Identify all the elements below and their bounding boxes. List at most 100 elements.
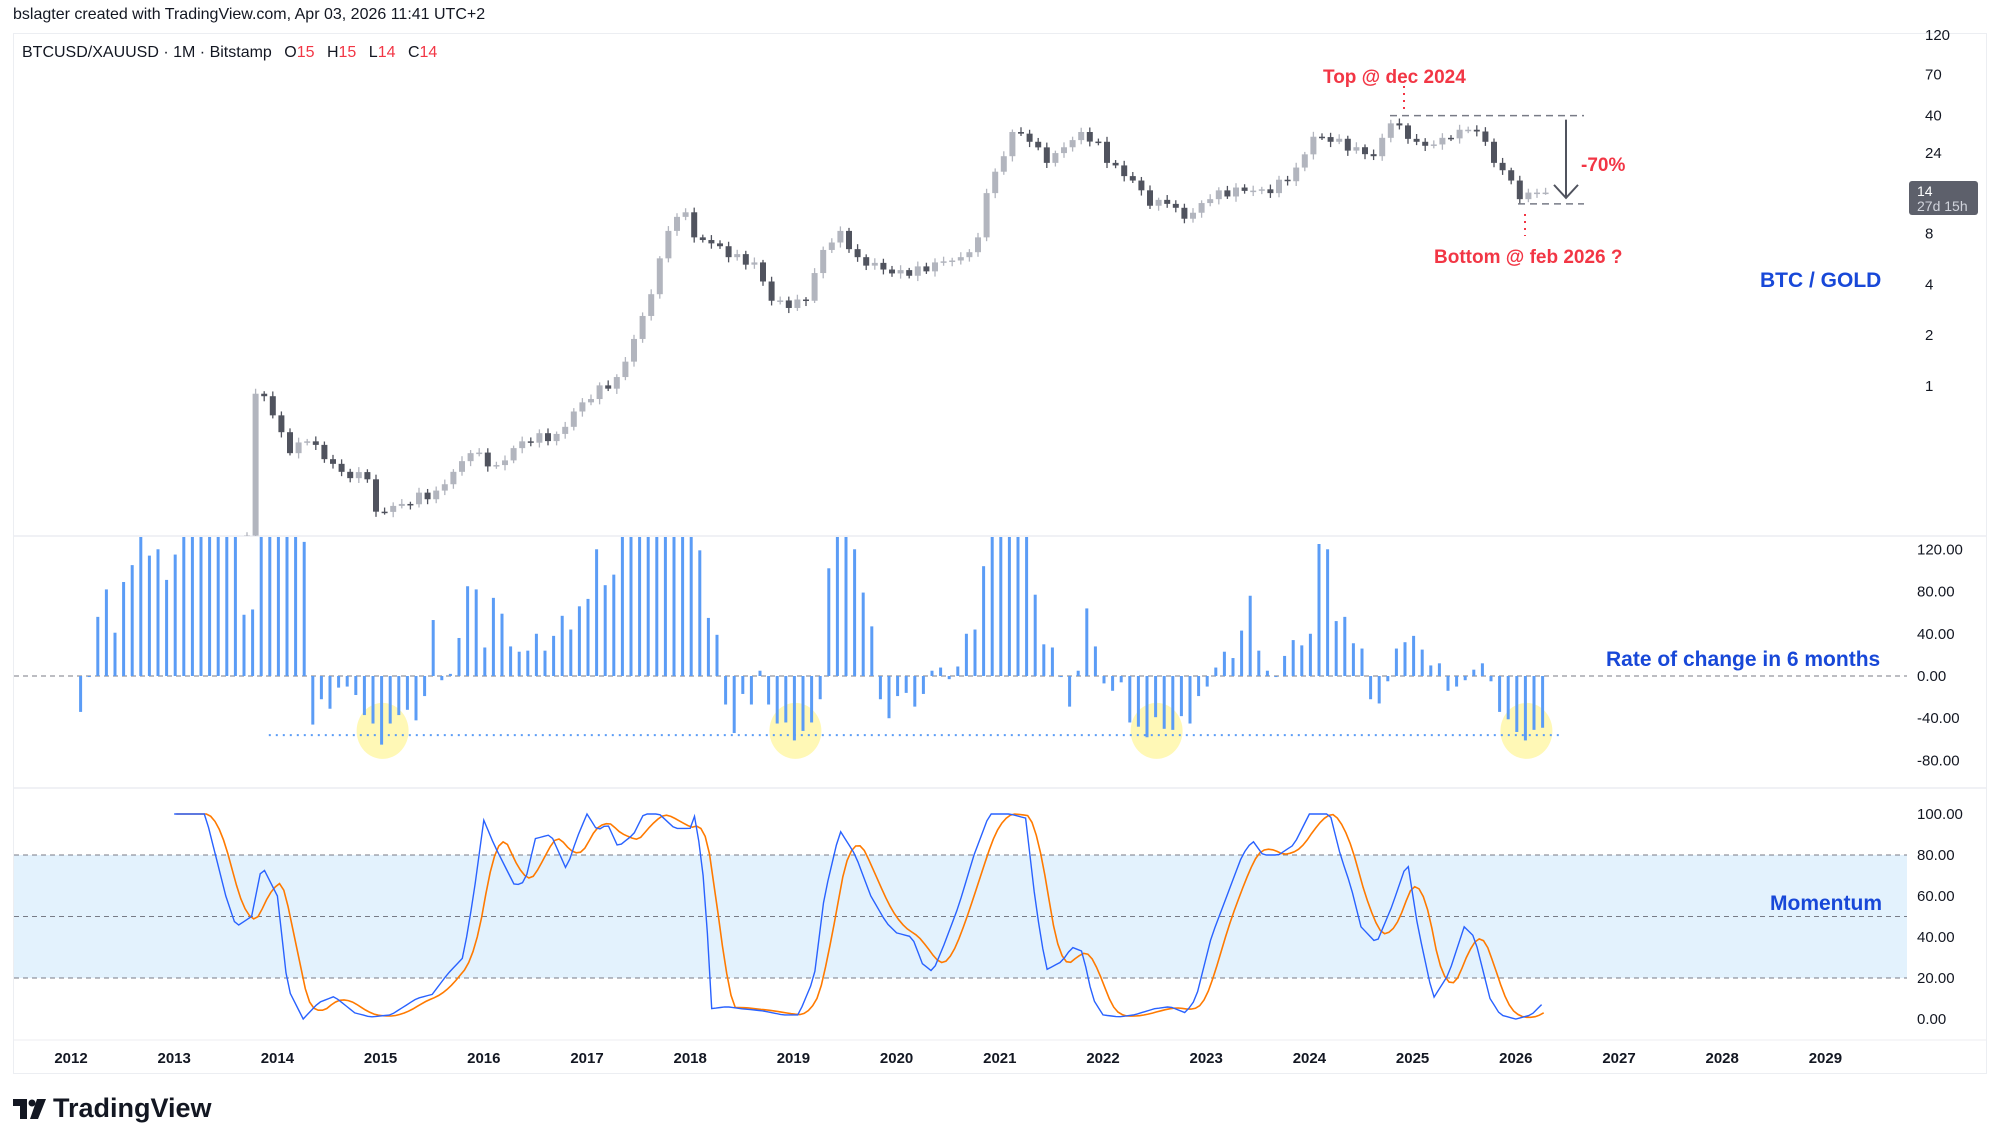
- candle: [493, 461, 500, 469]
- tradingview-logo[interactable]: TradingView: [13, 1093, 212, 1124]
- drop-annotation[interactable]: -70%: [1581, 155, 1625, 176]
- roc-bar: [706, 617, 710, 676]
- chart-title-label[interactable]: BTC / GOLD: [1760, 269, 1881, 292]
- candle-body: [708, 240, 715, 244]
- candle-body: [433, 490, 440, 500]
- last-price-badge: 14 27d 15h: [1909, 181, 1978, 215]
- candle: [751, 257, 758, 269]
- roc-bar: [440, 676, 444, 681]
- candle-body: [897, 270, 904, 274]
- roc-bar: [939, 667, 943, 676]
- roc-bar: [784, 676, 788, 723]
- roc-axis[interactable]: 120.00 80.00 40.00 0.00 -40.00 -80.00: [1917, 541, 1963, 769]
- candle-body: [1448, 137, 1454, 140]
- momentum-axis[interactable]: 100.00 80.00 60.00 40.00 20.00 0.00: [1917, 806, 1963, 1028]
- roc-bar: [835, 537, 839, 676]
- candle-body: [570, 411, 577, 427]
- candle: [1439, 133, 1446, 150]
- low-value: 14: [377, 44, 396, 61]
- candle: [244, 532, 250, 536]
- price-axis[interactable]: 120 70 40 24 8 4 2 1: [1925, 27, 1950, 395]
- candle: [975, 232, 981, 257]
- time-axis[interactable]: 2012 2013 2014 2015 2016 2017 2018 2019 2020 2021…: [54, 1050, 1842, 1067]
- roc-bar: [199, 537, 203, 676]
- highlight-circle: [1130, 702, 1183, 759]
- candle: [1026, 129, 1033, 148]
- candle: [1396, 118, 1403, 130]
- candle-body: [579, 402, 586, 412]
- candle: [1207, 194, 1214, 207]
- roc-bar: [595, 549, 599, 676]
- roc-bar: [1334, 621, 1338, 676]
- last-price: 14: [1917, 183, 1933, 199]
- candle-body: [304, 441, 311, 443]
- candle-body: [1276, 179, 1282, 194]
- candle: [717, 240, 723, 249]
- candle-body: [416, 492, 422, 505]
- roc-bar: [956, 666, 960, 676]
- candle-body: [295, 442, 302, 454]
- roc-label[interactable]: Rate of change in 6 months: [1606, 648, 1880, 671]
- candle: [1405, 123, 1411, 144]
- symbol-legend[interactable]: BTCUSD/XAUUSD · 1M · Bitstamp O15 H15 L1…: [22, 44, 437, 62]
- candle-body: [1319, 136, 1325, 139]
- candle-body: [1405, 125, 1411, 139]
- roc-tick-label: -80.00: [1917, 752, 1960, 769]
- candle-body: [1233, 187, 1239, 197]
- price-tick-label: 120: [1925, 27, 1950, 44]
- candle: [1482, 127, 1489, 146]
- candle-body: [484, 452, 491, 467]
- candle-body: [1061, 147, 1067, 154]
- candle: [1276, 175, 1282, 198]
- candle: [450, 469, 457, 489]
- roc-bar: [749, 676, 753, 705]
- candle-body: [1224, 190, 1231, 197]
- momentum-label[interactable]: Momentum: [1770, 892, 1882, 915]
- candle-body: [1112, 162, 1119, 166]
- roc-bar: [1119, 676, 1123, 683]
- roc-bar: [259, 537, 263, 676]
- top-annotation[interactable]: Top @ dec 2024: [1323, 67, 1466, 88]
- down-arrow-icon[interactable]: [1553, 119, 1579, 200]
- candle: [1112, 160, 1119, 169]
- roc-bar: [1472, 669, 1476, 676]
- candle: [682, 208, 689, 221]
- candle: [1190, 208, 1196, 223]
- roc-bar: [294, 537, 298, 676]
- roc-bar: [603, 585, 607, 676]
- candle: [278, 411, 285, 438]
- roc-bar: [724, 676, 728, 705]
- time-tick-label: 2026: [1499, 1050, 1532, 1067]
- roc-bar: [1128, 676, 1132, 723]
- symbol-name[interactable]: BTCUSD/XAUUSD · 1M · Bitstamp: [22, 44, 272, 61]
- roc-bar: [1489, 676, 1493, 682]
- candle-body: [1095, 141, 1102, 144]
- roc-bar: [1240, 630, 1244, 676]
- price-tick-label: 2: [1925, 327, 1933, 344]
- candle-body: [364, 472, 371, 480]
- candle-body: [854, 249, 861, 258]
- roc-bar: [930, 670, 934, 676]
- candle-body: [407, 503, 414, 506]
- roc-bar: [1351, 643, 1355, 676]
- candle-body: [321, 444, 328, 460]
- roc-bar: [904, 676, 908, 693]
- candle: [536, 429, 543, 448]
- roc-bar: [1188, 676, 1192, 724]
- candle: [768, 276, 775, 306]
- time-tick-label: 2015: [364, 1050, 397, 1067]
- candle-body: [1138, 180, 1145, 191]
- time-tick-label: 2023: [1190, 1050, 1223, 1067]
- roc-bar: [225, 537, 229, 676]
- candle: [1362, 144, 1368, 160]
- candle-body: [553, 433, 560, 442]
- candle-body: [880, 262, 887, 270]
- candle: [622, 357, 629, 381]
- candle-body: [1439, 137, 1446, 145]
- candle-body: [717, 243, 723, 247]
- bottom-annotation[interactable]: Bottom @ feb 2026 ?: [1434, 247, 1623, 268]
- candle-body: [536, 433, 543, 443]
- roc-bar: [1480, 663, 1484, 676]
- candle: [966, 249, 973, 262]
